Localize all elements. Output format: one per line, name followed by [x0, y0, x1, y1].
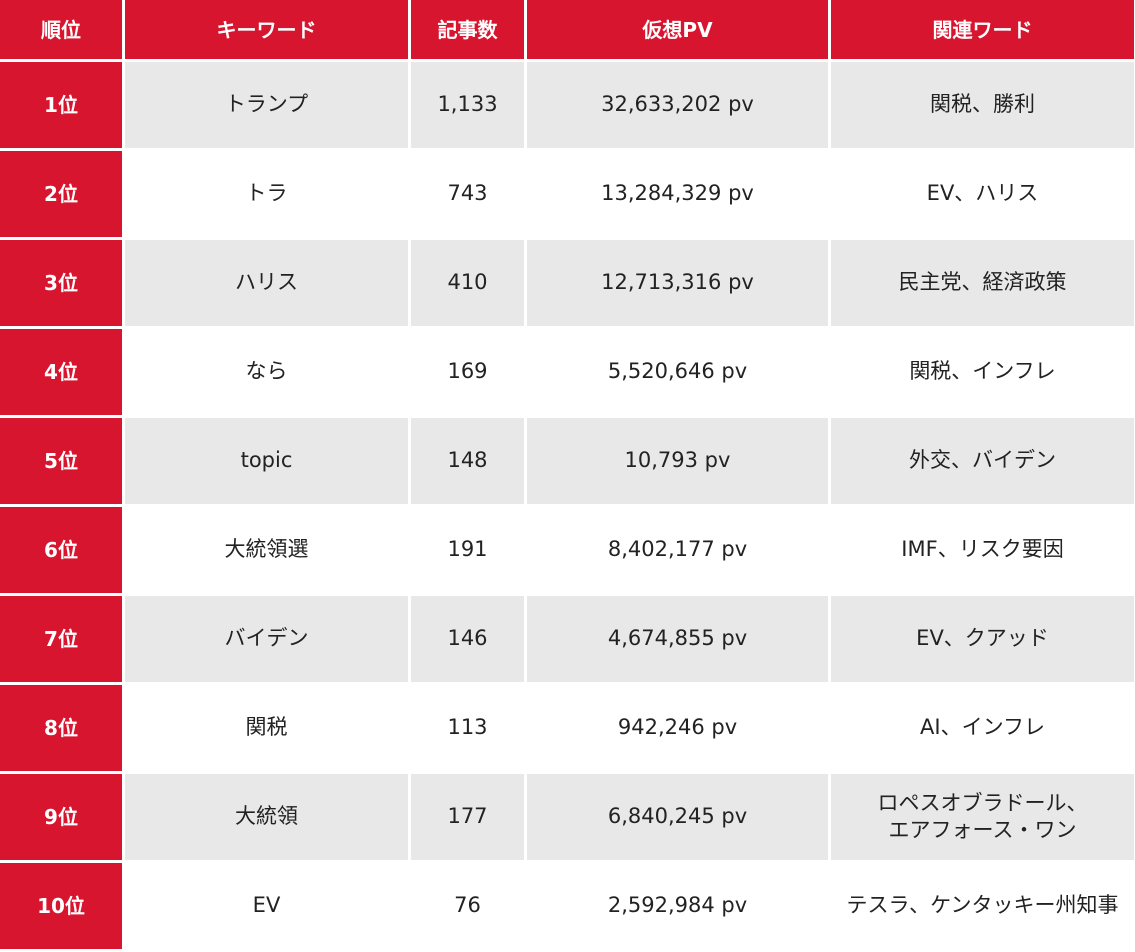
- related-words-cell: AI、インフレ: [831, 685, 1134, 771]
- rank-cell: 5位: [0, 418, 122, 504]
- related-words-cell: 関税、勝利: [831, 62, 1134, 148]
- related-words-cell: 関税、インフレ: [831, 329, 1134, 415]
- keyword-cell: バイデン: [125, 596, 408, 682]
- article-count-cell: 169: [411, 329, 524, 415]
- article-count-cell: 191: [411, 507, 524, 593]
- virtual-pv-cell: 12,713,316 pv: [527, 240, 828, 326]
- virtual-pv-cell: 2,592,984 pv: [527, 863, 828, 949]
- keyword-cell: トラ: [125, 151, 408, 237]
- article-count-cell: 113: [411, 685, 524, 771]
- article-count-cell: 743: [411, 151, 524, 237]
- keyword-cell: EV: [125, 863, 408, 949]
- related-words-cell: 外交、バイデン: [831, 418, 1134, 504]
- related-words-cell: テスラ、ケンタッキー州知事: [831, 863, 1134, 949]
- keyword-cell: 大統領選: [125, 507, 408, 593]
- rank-cell: 2位: [0, 151, 122, 237]
- virtual-pv-cell: 4,674,855 pv: [527, 596, 828, 682]
- rank-cell: 4位: [0, 329, 122, 415]
- virtual-pv-cell: 5,520,646 pv: [527, 329, 828, 415]
- header-cell: 関連ワード: [831, 0, 1134, 59]
- related-words-cell: EV、ハリス: [831, 151, 1134, 237]
- keyword-cell: 関税: [125, 685, 408, 771]
- article-count-cell: 1,133: [411, 62, 524, 148]
- article-count-cell: 76: [411, 863, 524, 949]
- article-count-cell: 410: [411, 240, 524, 326]
- rank-cell: 10位: [0, 863, 122, 949]
- keyword-cell: なら: [125, 329, 408, 415]
- virtual-pv-cell: 32,633,202 pv: [527, 62, 828, 148]
- related-words-cell: EV、クアッド: [831, 596, 1134, 682]
- keyword-cell: トランプ: [125, 62, 408, 148]
- virtual-pv-cell: 6,840,245 pv: [527, 774, 828, 860]
- keyword-cell: 大統領: [125, 774, 408, 860]
- virtual-pv-cell: 8,402,177 pv: [527, 507, 828, 593]
- rank-cell: 6位: [0, 507, 122, 593]
- header-cell: 記事数: [411, 0, 524, 59]
- virtual-pv-cell: 942,246 pv: [527, 685, 828, 771]
- article-count-cell: 148: [411, 418, 524, 504]
- rank-cell: 1位: [0, 62, 122, 148]
- rank-cell: 9位: [0, 774, 122, 860]
- article-count-cell: 177: [411, 774, 524, 860]
- keyword-cell: ハリス: [125, 240, 408, 326]
- header-cell: 仮想PV: [527, 0, 828, 59]
- related-words-cell: 民主党、経済政策: [831, 240, 1134, 326]
- related-words-cell: ロペスオブラドール、 エアフォース・ワン: [831, 774, 1134, 860]
- virtual-pv-cell: 13,284,329 pv: [527, 151, 828, 237]
- related-words-cell: IMF、リスク要因: [831, 507, 1134, 593]
- keyword-cell: topic: [125, 418, 408, 504]
- virtual-pv-cell: 10,793 pv: [527, 418, 828, 504]
- article-count-cell: 146: [411, 596, 524, 682]
- rank-cell: 7位: [0, 596, 122, 682]
- rank-cell: 3位: [0, 240, 122, 326]
- rank-cell: 8位: [0, 685, 122, 771]
- header-cell: キーワード: [125, 0, 408, 59]
- header-cell: 順位: [0, 0, 122, 59]
